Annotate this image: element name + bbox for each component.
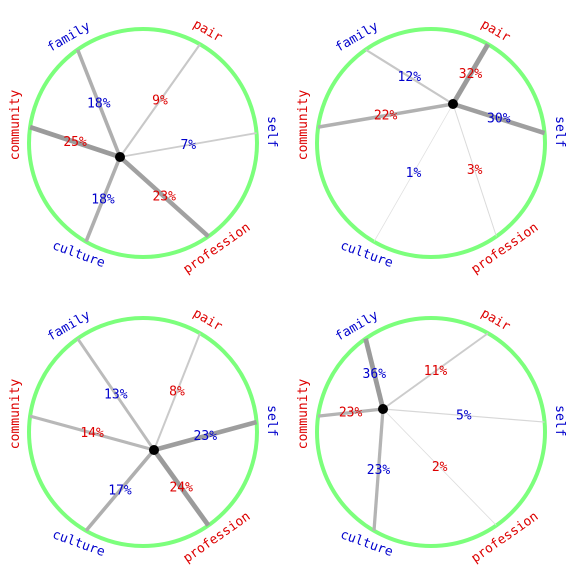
category-label-community: community [296, 379, 311, 450]
spoke-self [153, 419, 258, 453]
category-label-family: family [333, 19, 381, 56]
value-label-culture: 17% [108, 483, 132, 498]
spoke-self [382, 408, 545, 423]
category-label-community: community [296, 90, 311, 161]
value-label-pair: 32% [459, 67, 483, 82]
spoke-community [29, 124, 121, 160]
chart-ring [315, 316, 547, 548]
spoke-culture [84, 156, 122, 243]
spoke-community [317, 102, 454, 129]
category-label-family: family [333, 308, 381, 345]
category-label-family: family [45, 308, 93, 345]
category-label-culture: culture [338, 238, 395, 271]
radial-chart-3: 23%self24%profession17%culture14%communi… [8, 306, 279, 566]
spoke-profession [152, 448, 211, 527]
spoke-family [76, 337, 156, 451]
chart-hub [448, 99, 458, 109]
spoke-profession [452, 103, 497, 237]
spoke-family [363, 338, 386, 410]
value-label-community: 23% [339, 406, 363, 421]
category-label-culture: culture [50, 527, 107, 560]
spoke-culture [372, 408, 385, 531]
category-label-community: community [8, 379, 23, 450]
category-label-self: self [552, 116, 567, 147]
spoke-community [317, 407, 384, 418]
chart-ring [27, 316, 259, 548]
chart-hub [378, 404, 388, 414]
radial-chart-2: 30% self3%profession1%culture22%community… [296, 17, 567, 277]
spoke-community [29, 414, 155, 452]
spoke-profession [118, 155, 210, 239]
spoke-self [119, 132, 257, 158]
spoke-culture [84, 448, 156, 532]
value-label-family: 12% [398, 70, 422, 85]
value-label-self: 5% [456, 409, 472, 424]
spoke-pair [153, 332, 201, 451]
value-label-profession: 24% [169, 481, 193, 496]
category-label-culture: culture [50, 238, 107, 271]
category-label-community: community [8, 90, 23, 161]
category-label-self: self [552, 405, 567, 436]
value-label-culture: 23% [367, 463, 391, 478]
value-label-profession: 2% [432, 460, 448, 475]
value-label-pair: 8% [169, 385, 185, 400]
chart-hub [149, 445, 159, 455]
value-label-culture: 1% [406, 166, 422, 181]
category-label-culture: culture [338, 527, 395, 560]
category-label-self: self [264, 405, 279, 436]
chart-ring [315, 27, 547, 259]
value-label-pair: 9% [152, 94, 168, 109]
radial-chart-4: 5% self2%profession23%culture23%community… [296, 306, 567, 566]
spoke-pair [119, 43, 201, 158]
chart-ring [27, 27, 259, 259]
spoke-self [452, 101, 546, 136]
value-label-family: 36% [363, 367, 387, 382]
value-label-family: 13% [104, 387, 128, 402]
spoke-pair [382, 332, 489, 410]
chart-hub [115, 152, 125, 162]
value-label-profession: 23% [152, 190, 176, 205]
spoke-culture [373, 103, 454, 242]
value-label-community: 22% [374, 109, 398, 124]
value-label-family: 18% [87, 96, 111, 111]
spoke-family [365, 48, 454, 105]
spoke-profession [382, 408, 497, 526]
value-label-community: 14% [80, 426, 104, 441]
radial-chart-1: 7% self23%profession18%culture25%communit… [8, 17, 279, 277]
value-label-self: 7% [180, 138, 196, 153]
value-label-community: 25% [63, 135, 87, 150]
value-label-self: 30% [487, 112, 511, 127]
value-label-pair: 11% [424, 364, 448, 379]
category-label-self: self [264, 116, 279, 147]
value-label-profession: 3% [467, 163, 483, 178]
value-label-culture: 18% [91, 192, 115, 207]
category-label-family: family [45, 19, 93, 56]
spoke-family [75, 48, 122, 158]
spoke-pair [450, 43, 491, 106]
value-label-self: 23% [194, 429, 218, 444]
